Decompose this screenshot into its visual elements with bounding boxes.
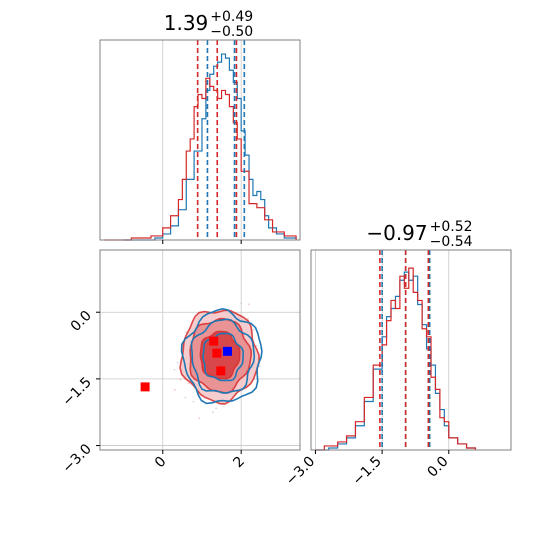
y-tick-label: 0.0 (68, 308, 95, 335)
histogram-series (315, 267, 477, 451)
title-value: −0.97 (366, 221, 427, 245)
x-tick-label: −3.0 (283, 454, 318, 489)
scatter-point (173, 389, 176, 391)
histogram-step-series_a (315, 271, 477, 451)
scatter-point (258, 365, 261, 368)
scatter-point (252, 328, 255, 331)
panel-title-param2: −0.97 (366, 221, 427, 245)
scatter-point (184, 396, 187, 399)
title-minus-error: −0.50 (210, 24, 253, 40)
title-value: 1.39 (164, 11, 209, 35)
axes-frame (310, 249, 512, 451)
x-tick-label: 0.0 (425, 454, 452, 481)
contour-line-3-sigma (180, 307, 263, 405)
scatter-point (248, 303, 250, 306)
quantile-lines (196, 40, 246, 240)
x-tick-label: 0 (152, 454, 170, 472)
y-ticks: −3.0 −1.5 0.0 (59, 308, 100, 476)
point-markers (140, 336, 232, 392)
point-marker (140, 382, 150, 392)
scatter-point (256, 344, 258, 347)
x-tick-label: −1.5 (350, 454, 385, 489)
scatter-point (212, 411, 214, 414)
x-tick-label: 2 (230, 454, 248, 472)
scatter-point (176, 361, 179, 364)
histogram-series (103, 53, 297, 241)
y-tick-label: −1.5 (59, 374, 94, 409)
scatter-point (247, 318, 249, 320)
panel-title-param1: 1.39 (164, 11, 209, 35)
point-marker (216, 366, 226, 376)
title-plus-error: +0.52 (430, 219, 473, 235)
point-marker (222, 346, 232, 356)
scatter-point (187, 382, 190, 385)
title-plus-error: +0.49 (210, 9, 253, 25)
scatter-point (215, 407, 218, 410)
x-ticks: −3.0 −1.5 0.0 (283, 450, 452, 489)
x-ticks (162, 240, 242, 244)
point-marker (212, 348, 222, 358)
axes-frame (99, 39, 301, 241)
scatter-point (173, 368, 176, 371)
contour-line-1-sigma (202, 332, 245, 382)
histogram-step-series_a (123, 53, 297, 241)
contour-line-2-sigma (190, 318, 256, 394)
histogram-step-series_b (315, 267, 477, 451)
scatter-point (192, 400, 195, 403)
histogram-step-series_b (103, 77, 297, 241)
quantile-lines (379, 250, 431, 450)
axes-frame (99, 249, 301, 451)
title-minus-error: −0.54 (430, 234, 473, 250)
scatter-point (198, 417, 201, 420)
marginal-histogram-param2: −3.0 −1.5 0.0 (283, 249, 512, 489)
scatter-point (179, 378, 182, 381)
scatter-point (185, 331, 187, 334)
scatter-point (240, 302, 243, 305)
marginal-histogram-param1 (99, 39, 301, 244)
point-marker (209, 336, 219, 346)
y-tick-label: −3.0 (59, 441, 94, 476)
